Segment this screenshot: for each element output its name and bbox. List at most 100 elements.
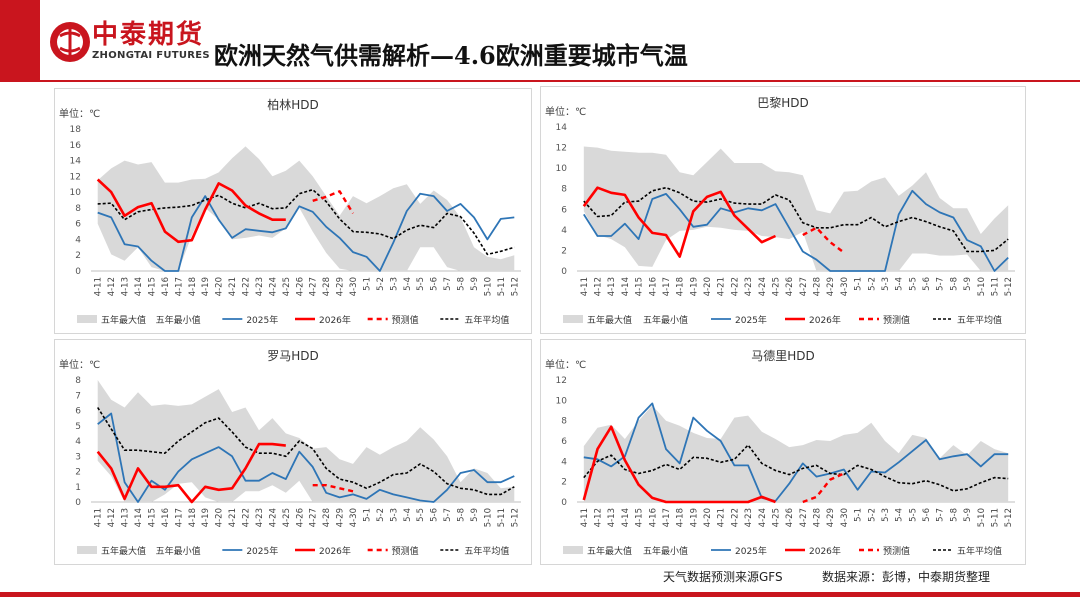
series-2025 xyxy=(583,189,1009,272)
x-tick-label: 4-15 xyxy=(635,508,645,527)
legend-label: 五年最小值 xyxy=(643,545,688,557)
x-tick-label: 4-18 xyxy=(676,277,686,296)
y-tick-label: 6 xyxy=(561,437,567,447)
x-tick-label: 4-30 xyxy=(349,508,359,527)
x-tick-label: 5-9 xyxy=(470,277,480,291)
x-tick-label: 4-20 xyxy=(215,277,225,296)
x-tick-label: 5-10 xyxy=(977,508,987,527)
y-tick-label: 10 xyxy=(556,164,568,174)
x-tick-label: 4-16 xyxy=(161,508,171,527)
series-2026 xyxy=(96,178,286,244)
x-tick-label: 5-4 xyxy=(403,508,413,522)
x-tick-label: 4-21 xyxy=(228,508,238,527)
x-tick-label: 5-1 xyxy=(362,277,372,291)
x-tick-label: 4-13 xyxy=(121,508,131,527)
y-tick-label: 4 xyxy=(561,457,567,467)
y-tick-label: 12 xyxy=(556,144,567,154)
x-tick-label: 5-10 xyxy=(977,277,987,296)
logo-text: 中泰期货 ZHONGTAI FUTURES xyxy=(92,20,210,61)
x-tick-label: 5-4 xyxy=(403,277,413,291)
x-tick-label: 5-3 xyxy=(389,508,399,522)
x-tick-label: 4-29 xyxy=(336,277,346,296)
y-tick-label: 7 xyxy=(75,391,81,401)
x-tick-label: 5-7 xyxy=(936,508,946,522)
y-tick-label: 3 xyxy=(75,452,81,462)
x-tick-label: 4-23 xyxy=(255,277,265,296)
x-tick-label: 4-28 xyxy=(322,277,332,296)
logo-mark xyxy=(50,22,90,62)
x-tick-label: 4-15 xyxy=(147,508,157,527)
x-tick-label: 5-4 xyxy=(895,277,905,291)
legend-label: 2025年 xyxy=(246,314,278,326)
y-tick-label: 12 xyxy=(70,172,81,182)
x-tick-label: 4-27 xyxy=(799,277,809,296)
chart-rome: 罗马HDD 单位：℃ 0 1 2 3 4 5 6 7 8 4-11 4-12 4-13 4-14 4-15 4-… xyxy=(59,349,521,557)
legend-label: 2025年 xyxy=(735,314,767,326)
x-tick-label: 4-26 xyxy=(295,508,305,527)
x-tick-label: 5-4 xyxy=(895,508,905,522)
x-tick-label: 5-9 xyxy=(470,508,480,522)
x-tick-label: 4-22 xyxy=(730,508,740,527)
y-tick-label: 6 xyxy=(75,220,81,230)
x-tick-label: 4-14 xyxy=(621,508,631,527)
chart-panel-berlin: 柏林HDD 单位：℃ 0 2 4 6 8 10 12 14 16 18 4-11 4-12 4-13 4-14… xyxy=(54,88,532,334)
x-tick-label: 4-28 xyxy=(322,508,332,527)
legend-label: 五年最小值 xyxy=(156,545,201,557)
x-tick-label: 5-8 xyxy=(949,508,959,522)
x-tick-label: 4-11 xyxy=(94,508,104,527)
legend-swatch xyxy=(77,546,97,554)
x-tick-label: 4-30 xyxy=(840,508,850,527)
series-band-max-min xyxy=(583,405,1009,502)
x-tick-label: 5-1 xyxy=(854,508,864,522)
x-tick-label: 4-27 xyxy=(309,277,319,296)
series-band-max-min xyxy=(583,146,1009,271)
x-tick-label: 4-13 xyxy=(121,277,131,296)
y-tick-label: 4 xyxy=(75,235,81,245)
page-title: 欧洲天然气供需解析—4.6欧洲重要城市气温 xyxy=(214,41,688,70)
legend-label: 五年平均值 xyxy=(957,545,1002,557)
series-2026 xyxy=(582,425,776,504)
y-tick-label: 10 xyxy=(70,188,82,198)
legend-label: 五年平均值 xyxy=(957,314,1002,326)
x-tick-label: 4-29 xyxy=(336,508,346,527)
series-2026 xyxy=(96,442,286,504)
x-tick-label: 5-5 xyxy=(908,277,918,291)
x-tick-label: 4-23 xyxy=(255,508,265,527)
x-tick-label: 5-7 xyxy=(443,277,453,291)
x-tick-label: 4-25 xyxy=(771,277,781,296)
series-avg5 xyxy=(97,188,515,256)
x-tick-label: 4-27 xyxy=(309,508,319,527)
x-tick-label: 4-12 xyxy=(107,508,117,527)
x-tick-label: 4-11 xyxy=(94,277,104,296)
y-tick-label: 5 xyxy=(75,422,81,432)
x-tick-label: 4-23 xyxy=(744,277,754,296)
x-tick-label: 4-22 xyxy=(242,277,252,296)
legend-label: 2026年 xyxy=(319,545,351,557)
x-tick-label: 4-30 xyxy=(349,277,359,296)
x-tick-label: 5-6 xyxy=(430,508,440,522)
series-forecast xyxy=(312,484,354,493)
y-tick-label: 2 xyxy=(561,478,567,488)
x-tick-label: 4-19 xyxy=(201,508,211,527)
x-tick-label: 5-5 xyxy=(416,277,426,291)
legend-label: 五年平均值 xyxy=(464,314,509,326)
x-tick-label: 4-12 xyxy=(594,508,604,527)
x-tick-label: 4-18 xyxy=(188,277,198,296)
logo-en: ZHONGTAI FUTURES xyxy=(92,50,210,61)
legend-label: 五年最大值 xyxy=(101,545,146,557)
series-2025 xyxy=(97,192,515,272)
y-tick-label: 0 xyxy=(75,498,81,508)
x-tick-label: 5-12 xyxy=(1004,277,1014,296)
legend-label: 预测值 xyxy=(883,545,910,557)
x-tick-label: 5-9 xyxy=(963,277,973,291)
x-tick-label: 4-15 xyxy=(635,277,645,296)
x-tick-label: 5-7 xyxy=(936,277,946,291)
legend-label: 2026年 xyxy=(809,545,841,557)
x-tick-label: 4-14 xyxy=(134,508,144,527)
x-tick-label: 4-25 xyxy=(282,277,292,296)
legend-label: 五年最大值 xyxy=(587,545,632,557)
chart-panel-rome: 罗马HDD 单位：℃ 0 1 2 3 4 5 6 7 8 4-11 4-12 4-13 4-14 4-15 4-… xyxy=(54,339,532,565)
x-tick-label: 4-25 xyxy=(771,508,781,527)
y-tick-label: 2 xyxy=(75,468,81,478)
x-tick-label: 4-21 xyxy=(228,277,238,296)
